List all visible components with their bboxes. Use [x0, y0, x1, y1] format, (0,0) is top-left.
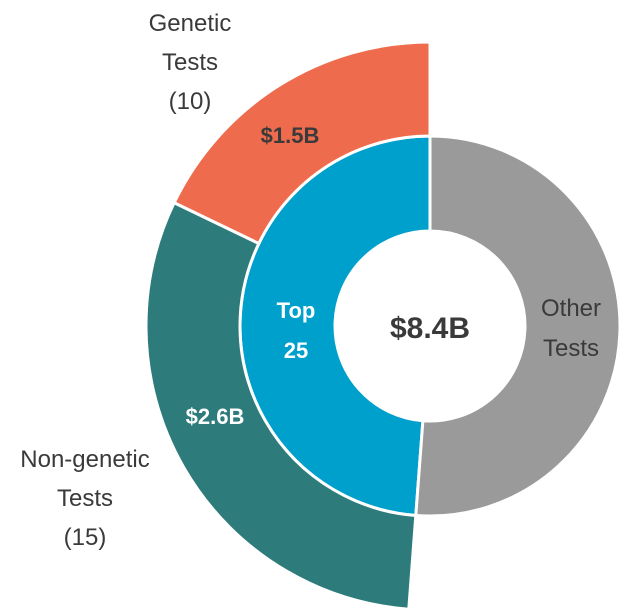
value-label: $1.5B [261, 123, 320, 148]
value-label: $2.6B [186, 404, 245, 429]
inner-segment [414, 134, 619, 518]
inner-label: Top 25 [277, 298, 316, 363]
center-total: $8.4B [390, 312, 470, 345]
outer-segment [144, 200, 418, 608]
inner-label: Other Tests [541, 295, 601, 362]
outer-label: Genetic Tests (10) [149, 10, 232, 115]
outer-label: Non-genetic Tests (15) [20, 446, 149, 551]
